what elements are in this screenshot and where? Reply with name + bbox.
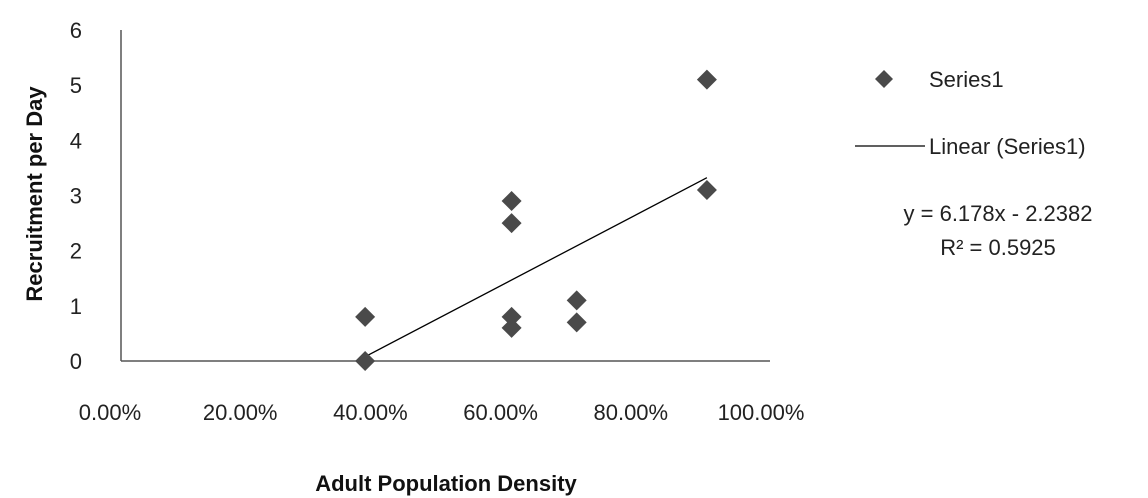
data-point xyxy=(566,290,587,311)
data-point xyxy=(501,213,522,234)
y-tick-label: 4 xyxy=(70,128,82,153)
trendline-equation: y = 6.178x - 2.2382 xyxy=(904,201,1093,226)
x-tick-label: 60.00% xyxy=(463,400,538,425)
y-tick-label: 3 xyxy=(70,184,82,209)
y-tick-labels: 0 1 2 3 4 5 6 xyxy=(70,18,82,374)
data-point xyxy=(566,312,587,333)
x-tick-label: 40.00% xyxy=(333,400,408,425)
legend-trendline-label: Linear (Series1) xyxy=(929,134,1086,159)
y-tick-label: 0 xyxy=(70,349,82,374)
data-points xyxy=(355,69,717,371)
data-point xyxy=(501,191,522,212)
x-tick-labels: 0.00% 20.00% 40.00% 60.00% 80.00% 100.00% xyxy=(79,400,805,425)
data-point xyxy=(501,306,522,327)
x-axis-title: Adult Population Density xyxy=(315,471,577,496)
y-tick-label: 5 xyxy=(70,73,82,98)
x-tick-label: 0.00% xyxy=(79,400,141,425)
y-tick-label: 1 xyxy=(70,294,82,319)
data-point xyxy=(696,69,717,90)
y-tick-label: 2 xyxy=(70,239,82,264)
axes xyxy=(120,30,770,362)
trendline xyxy=(364,177,708,358)
legend-series-label: Series1 xyxy=(929,67,1004,92)
trendline-layer xyxy=(364,177,708,358)
x-tick-label: 100.00% xyxy=(718,400,805,425)
y-tick-label: 6 xyxy=(70,18,82,43)
data-point xyxy=(355,306,376,327)
legend-series-marker xyxy=(875,70,893,88)
data-point xyxy=(355,351,376,371)
legend: Series1 Linear (Series1) xyxy=(855,67,1086,159)
x-tick-label: 80.00% xyxy=(593,400,668,425)
data-point xyxy=(696,179,717,200)
data-point xyxy=(501,317,522,338)
x-tick-label: 20.00% xyxy=(203,400,278,425)
y-axis-title: Recruitment per Day xyxy=(22,86,47,302)
trendline-r-squared: R² = 0.5925 xyxy=(940,235,1056,260)
